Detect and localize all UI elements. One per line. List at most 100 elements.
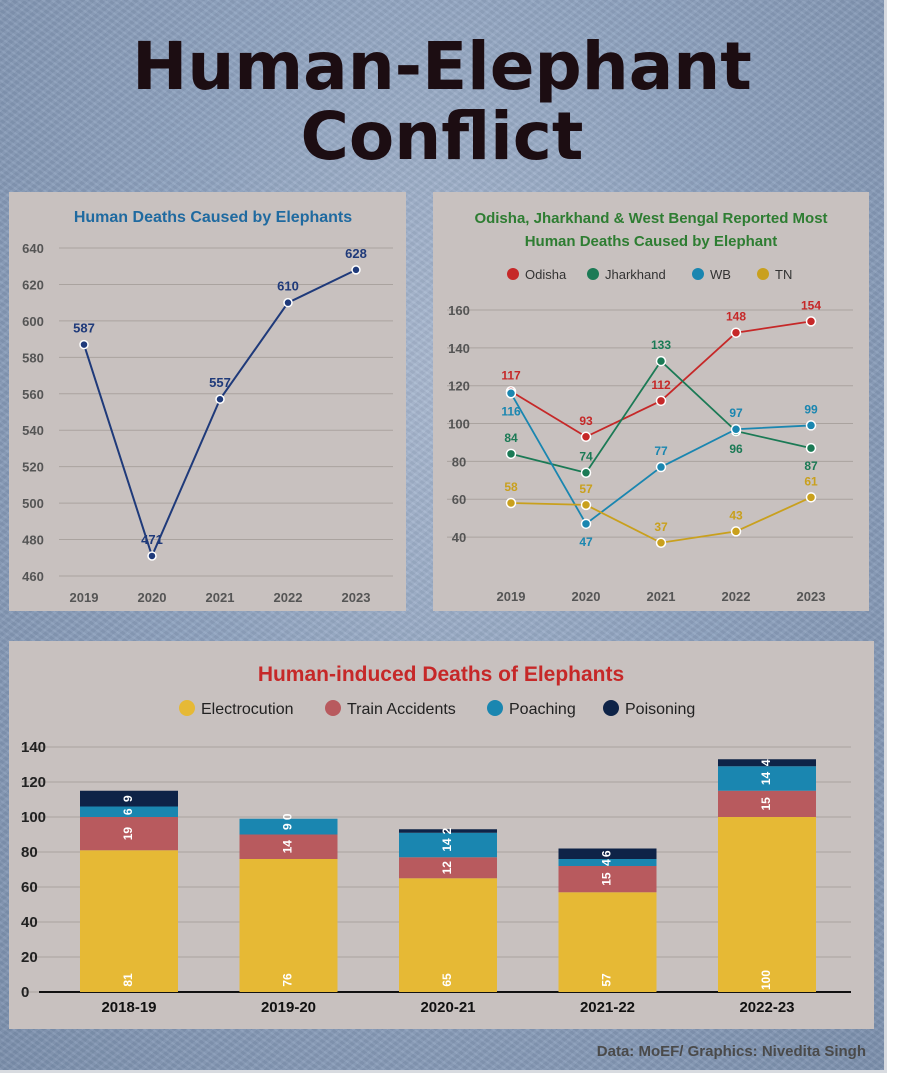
- data-label: 43: [729, 508, 743, 522]
- series-line: [83, 268, 357, 559]
- data-label: 87: [804, 459, 818, 473]
- x-tick-label: 2021: [647, 589, 676, 604]
- x-tick-label: 2020-21: [420, 999, 475, 1016]
- bar-segment: [399, 832, 497, 858]
- data-point: [805, 316, 817, 327]
- bar-data-label: 100: [759, 970, 773, 990]
- data-label: 99: [804, 402, 818, 416]
- y-tick-label: 520: [22, 460, 44, 475]
- y-tick-label: 560: [22, 387, 44, 402]
- bar-segment: [558, 859, 657, 866]
- legend-label: Poaching: [509, 701, 576, 718]
- bar-data-label: 9: [281, 823, 295, 830]
- data-point: [283, 297, 293, 308]
- bar-data-label: 4: [759, 759, 773, 766]
- y-tick-label: 620: [22, 277, 44, 292]
- y-tick-label: 100: [448, 417, 470, 432]
- state-deaths-chart-panel: Odisha, Jharkhand & West Bengal Reported…: [433, 192, 869, 611]
- human-deaths-line-chart: Human Deaths Caused by Elephants 460 480 50…: [22, 209, 393, 605]
- bar-segment: [80, 790, 178, 807]
- data-point: [805, 492, 817, 503]
- x-tick-label: 2018-19: [101, 999, 156, 1016]
- bar-data-label: 9: [121, 795, 135, 802]
- legend-label: TN: [775, 267, 792, 282]
- chart-title: Human-induced Deaths of Elephants: [258, 663, 624, 686]
- bar-segment: [718, 790, 816, 817]
- data-point: [655, 461, 667, 473]
- y-tick-label: 0: [21, 984, 29, 1001]
- bar-data-label: 65: [440, 973, 454, 987]
- x-tick-label: 2020: [572, 589, 601, 604]
- elephant-deaths-chart-panel: Human-induced Deaths of Elephants Electro…: [9, 641, 874, 1029]
- data-point: [580, 467, 592, 478]
- data-label: 96: [729, 442, 743, 456]
- bar-data-label: 19: [121, 827, 135, 841]
- bar-data-label: 81: [121, 973, 135, 987]
- bar-data-label: 14: [759, 772, 773, 786]
- bar-data-label: 14: [440, 838, 454, 852]
- legend-marker: [507, 268, 519, 280]
- y-tick-label: 460: [22, 569, 44, 584]
- bar-data-label: 15: [600, 872, 614, 886]
- bar-segment: [718, 766, 816, 791]
- bar-segment: [399, 857, 497, 879]
- legend-label: WB: [710, 267, 731, 282]
- y-tick-label: 640: [22, 241, 44, 256]
- legend-label: Odisha: [525, 267, 567, 282]
- data-point: [655, 355, 667, 367]
- bar-data-label: 12: [440, 861, 454, 875]
- data-point: [580, 499, 592, 511]
- legend-marker: [179, 700, 195, 716]
- x-tick-label: 2022-23: [739, 999, 794, 1016]
- bar-segment: [558, 892, 657, 992]
- x-tick-label: 2019-20: [261, 999, 316, 1016]
- x-tick-label: 2020: [138, 590, 167, 605]
- data-label: 57: [579, 482, 593, 496]
- data-label: 97: [729, 406, 743, 420]
- bar-segment: [558, 866, 657, 893]
- y-tick-label: 140: [21, 739, 46, 756]
- elephant-deaths-stacked-bar-chart: Human-induced Deaths of Elephants Electro…: [21, 663, 851, 1016]
- x-tick-label: 2021-22: [580, 999, 635, 1016]
- data-label: 37: [654, 520, 668, 534]
- data-point: [79, 339, 89, 350]
- bar-segment: [718, 759, 816, 767]
- data-label: 84: [504, 431, 518, 445]
- data-point: [805, 442, 817, 454]
- chart-title-line: Odisha, Jharkhand & West Bengal Reported…: [474, 210, 827, 227]
- data-label: 58: [504, 480, 518, 494]
- legend-label: Jharkhand: [605, 267, 666, 282]
- data-point: [655, 395, 667, 407]
- x-tick-label: 2021: [206, 590, 235, 605]
- data-label: 117: [501, 368, 521, 382]
- data-label: 148: [726, 310, 746, 324]
- y-tick-label: 540: [22, 423, 44, 438]
- chart-title: Human Deaths Caused by Elephants: [74, 209, 352, 226]
- data-point: [580, 518, 592, 530]
- data-label: 61: [804, 474, 818, 488]
- legend-label: Poisoning: [625, 701, 695, 718]
- y-tick-label: 20: [21, 949, 38, 966]
- data-point: [505, 388, 517, 399]
- y-tick-label: 120: [448, 379, 470, 394]
- data-point: [730, 327, 742, 338]
- data-point: [730, 423, 742, 435]
- bar-segment: [80, 850, 178, 992]
- y-tick-label: 160: [448, 303, 470, 318]
- data-point: [580, 431, 592, 443]
- legend-marker: [487, 700, 503, 716]
- y-tick-label: 100: [21, 809, 46, 826]
- data-label: 112: [651, 378, 671, 392]
- data-point: [147, 551, 157, 561]
- data-label: 610: [277, 279, 299, 294]
- data-label: 471: [141, 532, 163, 547]
- state-deaths-line-chart: Odisha, Jharkhand & West Bengal Reported…: [447, 210, 853, 604]
- data-label: 77: [654, 444, 668, 458]
- bar-segment: [239, 834, 338, 859]
- data-label: 116: [501, 404, 521, 418]
- data-label: 47: [579, 535, 593, 549]
- y-tick-label: 480: [22, 533, 44, 548]
- y-tick-label: 140: [448, 341, 470, 356]
- bar-data-label: 2: [440, 827, 454, 834]
